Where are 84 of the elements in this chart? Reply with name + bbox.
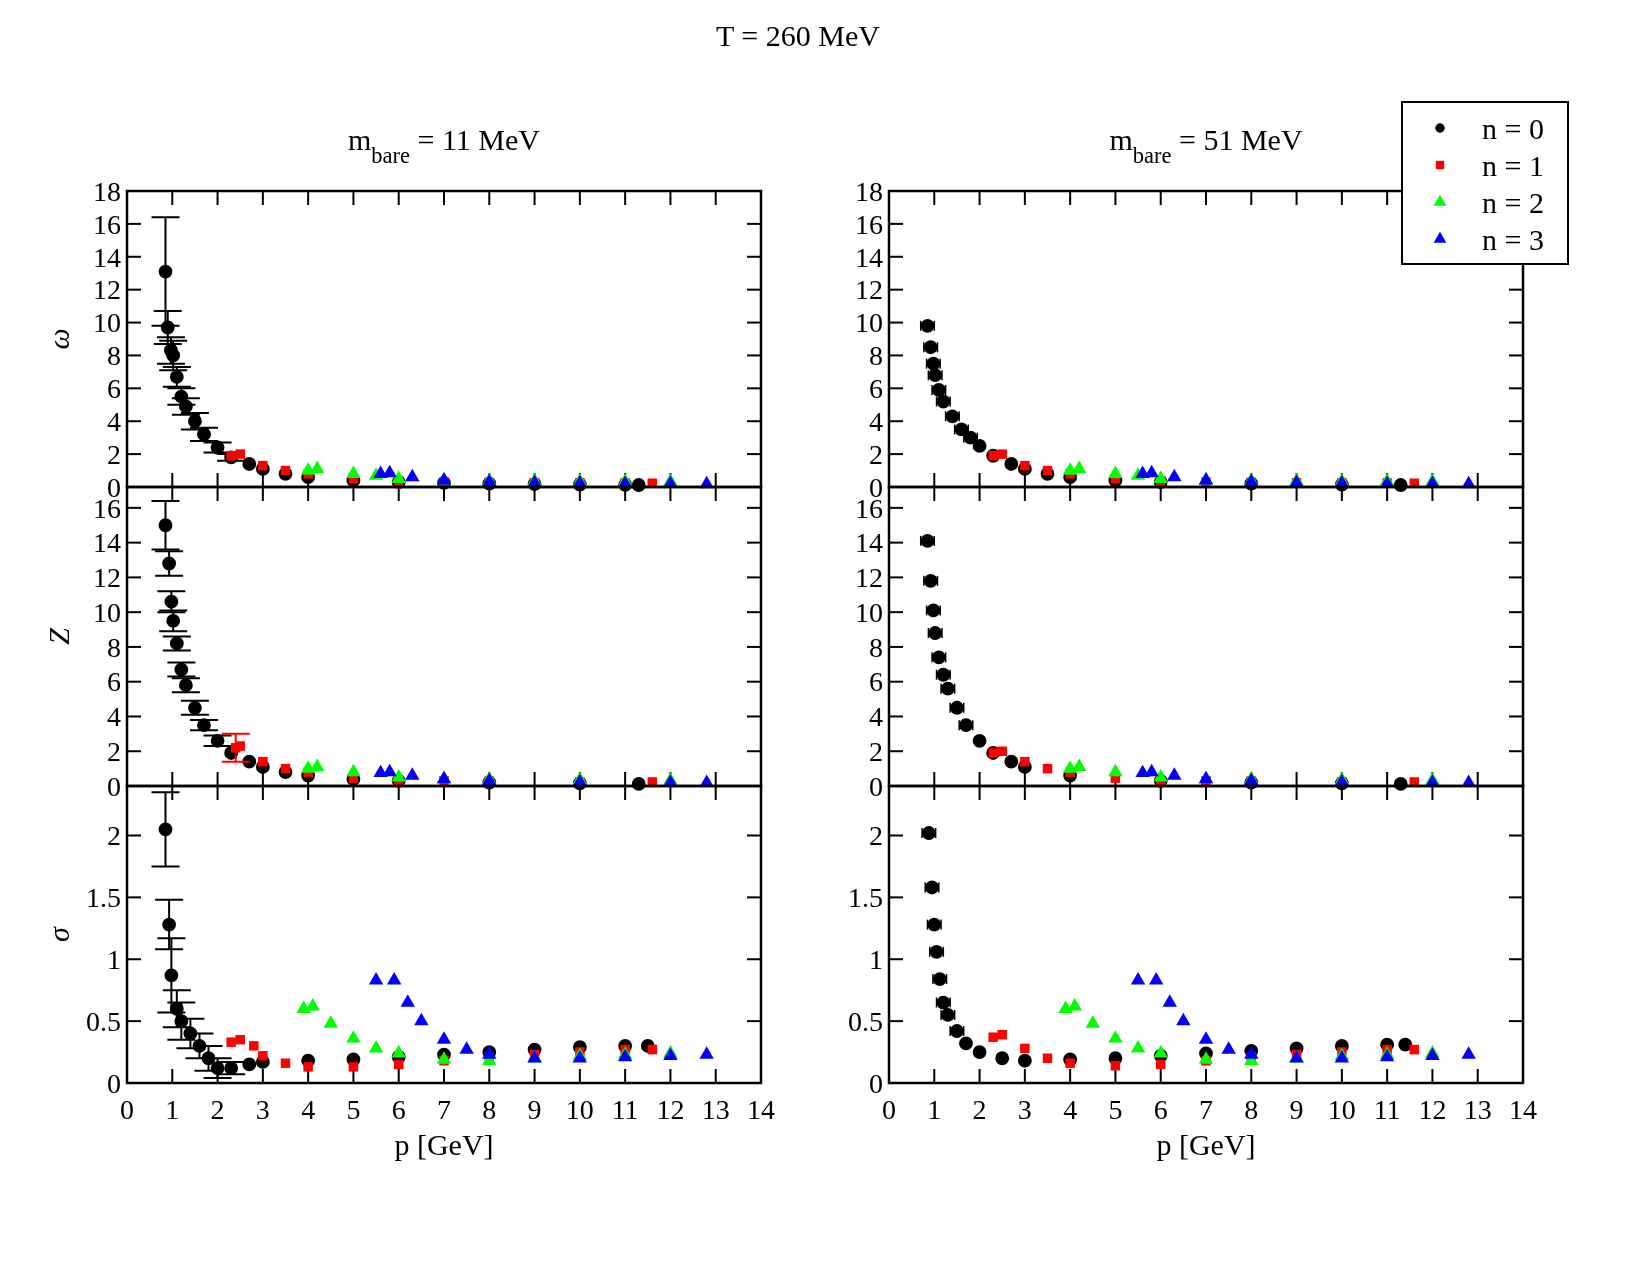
y-tick-label: 12 [93,562,121,594]
y-tick-label: 0 [869,770,883,802]
y-tick-label: 2 [869,820,883,852]
y-tick-label: 1 [107,944,121,976]
y-axis-title: σ [42,925,75,942]
x-tick-label: 10 [565,1094,594,1125]
x-axis-title: p [GeV] [1156,1128,1256,1161]
legend-label: n = 0 [1482,111,1544,145]
x-tick-label: 3 [255,1094,270,1125]
x-tick-label: 5 [346,1094,361,1125]
x-tick-label: 11 [611,1094,639,1125]
x-tick-label: 6 [1153,1094,1168,1125]
y-tick-label: 6 [107,666,121,698]
x-tick-label: 1 [927,1094,942,1125]
y-tick-label: 6 [869,373,883,405]
x-tick-label: 6 [391,1094,406,1125]
x-tick-label: 12 [1418,1094,1447,1125]
y-tick-label: 2 [107,438,121,470]
y-tick-label: 6 [107,373,121,405]
y-tick-label: 0 [869,1067,883,1099]
y-tick-label: 14 [93,241,121,273]
y-tick-label: 6 [869,666,883,698]
y-tick-label: 16 [93,208,121,240]
y-tick-label: 8 [869,340,883,372]
legend-label: n = 1 [1482,148,1544,182]
y-tick-label: 14 [855,527,883,559]
y-tick-label: 0 [107,1067,121,1099]
x-tick-label: 11 [1373,1094,1401,1125]
x-tick-label: 5 [1108,1094,1123,1125]
y-tick-label: 12 [855,562,883,594]
y-tick-label: 0 [107,770,121,802]
y-tick-label: 10 [93,596,121,628]
y-tick-label: 12 [855,274,883,306]
y-tick-label: 0.5 [86,1005,121,1037]
y-tick-label: 18 [93,175,121,207]
legend-label: n = 2 [1482,185,1544,219]
y-tick-label: 4 [869,406,883,438]
y-tick-label: 8 [869,631,883,663]
x-tick-label: 13 [1463,1094,1492,1125]
x-tick-label: 3 [1017,1094,1032,1125]
x-tick-label: 2 [972,1094,987,1125]
y-tick-label: 4 [107,701,121,733]
x-axis-title: p [GeV] [394,1128,494,1161]
x-tick-label: 2 [210,1094,225,1125]
y-tick-label: 1 [869,944,883,976]
y-tick-label: 10 [93,307,121,339]
x-tick-label: 8 [1244,1094,1259,1125]
y-tick-label: 10 [855,596,883,628]
x-tick-label: 9 [1289,1094,1304,1125]
y-tick-label: 1.5 [848,882,883,914]
x-tick-label: 4 [1063,1094,1078,1125]
x-tick-label: 7 [1199,1094,1213,1125]
y-tick-label: 4 [107,406,121,438]
y-tick-label: 8 [107,340,121,372]
x-tick-label: 14 [747,1094,775,1125]
y-tick-label: 0.5 [848,1005,883,1037]
y-axis-title: Z [42,627,75,645]
x-tick-label: 4 [301,1094,316,1125]
y-tick-label: 14 [93,527,121,559]
legend-label: n = 3 [1482,222,1544,256]
chart-title: m$_{bare}$ = 51 MeV [1109,123,1303,168]
chart-title: m$_{bare}$ = 11 MeV [347,123,541,168]
y-tick-label: 1.5 [86,882,121,914]
x-tick-label: 14 [1509,1094,1537,1125]
y-tick-label: 10 [855,307,883,339]
y-tick-label: 2 [107,736,121,768]
y-tick-label: 12 [93,274,121,306]
x-tick-label: 8 [482,1094,497,1125]
x-tick-label: 1 [165,1094,180,1125]
y-tick-label: 16 [855,208,883,240]
y-tick-label: 4 [869,701,883,733]
x-tick-label: 10 [1327,1094,1356,1125]
y-tick-label: 14 [855,241,883,273]
y-tick-label: 2 [869,438,883,470]
y-axis-title: ω [42,328,75,350]
x-tick-label: 7 [437,1094,451,1125]
y-tick-label: 2 [869,736,883,768]
y-tick-label: 18 [855,175,883,207]
x-tick-label: 9 [527,1094,542,1125]
text: T = 260 MeV [716,19,881,52]
y-tick-label: 2 [107,820,121,852]
x-tick-label: 13 [701,1094,730,1125]
y-tick-label: 8 [107,631,121,663]
x-tick-label: 12 [656,1094,685,1125]
